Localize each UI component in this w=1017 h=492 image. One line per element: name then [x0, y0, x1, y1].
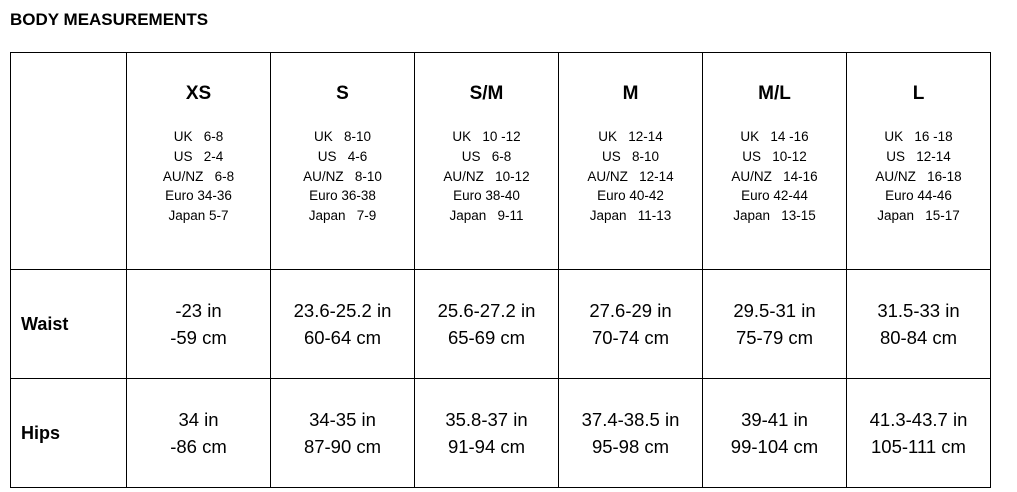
cm-value: 95-98 cm: [591, 436, 670, 457]
inches-value: 31.5-33 in: [877, 300, 960, 321]
size-conversion: Euro 42-44: [741, 188, 808, 204]
inches-value: 23.6-25.2 in: [293, 300, 392, 321]
measurement-cell: 29.5-31 in 75-79 cm: [702, 269, 847, 379]
measurement-cell: 25.6-27.2 in 65-69 cm: [414, 269, 559, 379]
cm-value: 75-79 cm: [735, 327, 814, 348]
measurement-cell: 41.3-43.7 in 105-111 cm: [846, 378, 991, 488]
measurement-row: Waist -23 in -59 cm 23.6-25.2 in 60-64 cm 25.…: [10, 269, 991, 379]
size-conversion: Japan 7-9: [308, 208, 377, 224]
measurement-cell: 31.5-33 in 80-84 cm: [846, 269, 991, 379]
size-header-cell: S UK 8-10 US 4-6 AU/NZ 8-10 Euro 36-38 Japan …: [270, 52, 415, 270]
size-label: M/L: [758, 83, 791, 104]
size-conversion: AU/NZ 16-18: [875, 168, 962, 184]
size-header-cell: L UK 16 -18 US 12-14 AU/NZ 16-18 Euro 44-46 J…: [846, 52, 991, 270]
inches-value: 27.6-29 in: [589, 300, 672, 321]
size-conversion: Euro 38-40: [453, 188, 520, 204]
row-label: Hips: [10, 378, 127, 488]
inches-value: 39-41 in: [741, 409, 808, 430]
size-conversion: US 8-10: [601, 148, 660, 164]
cm-value: 105-111 cm: [871, 436, 966, 457]
cm-value: 60-64 cm: [303, 327, 382, 348]
size-conversion: US 2-4: [173, 148, 224, 164]
measurement-cell: 35.8-37 in 91-94 cm: [414, 378, 559, 488]
inches-value: 35.8-37 in: [445, 409, 528, 430]
measurement-cell: 39-41 in 99-104 cm: [702, 378, 847, 488]
size-conversion: Euro 40-42: [597, 188, 664, 204]
size-conversion: Euro 44-46: [885, 188, 952, 204]
size-conversion: US 6-8: [461, 148, 512, 164]
size-conversion: Japan 9-11: [449, 208, 524, 224]
measurement-cell: 23.6-25.2 in 60-64 cm: [270, 269, 415, 379]
size-conversion: AU/NZ 6-8: [162, 168, 235, 184]
inches-value: 34 in: [178, 409, 219, 430]
size-label: S: [336, 83, 349, 104]
size-chart-table: XS UK 6-8 US 2-4 AU/NZ 6-8 Euro 34-36 Japan 5…: [10, 52, 991, 488]
inches-value: 29.5-31 in: [733, 300, 816, 321]
cm-value: -86 cm: [170, 436, 227, 457]
size-conversion: UK 6-8: [173, 129, 224, 144]
size-conversion: US 10-12: [742, 148, 807, 164]
inches-value: 34-35 in: [309, 409, 376, 430]
size-conversion: Japan 15-17: [877, 208, 960, 224]
size-conversion: UK 8-10: [313, 129, 372, 144]
size-conversion: Japan 5-7: [168, 208, 229, 224]
inches-value: 37.4-38.5 in: [581, 409, 680, 430]
size-conversion: AU/NZ 12-14: [587, 168, 674, 184]
cm-value: 65-69 cm: [447, 327, 526, 348]
size-conversion: Euro 36-38: [309, 188, 376, 204]
size-conversion: AU/NZ 14-16: [731, 168, 818, 184]
size-label: L: [912, 83, 925, 104]
size-label: XS: [185, 83, 212, 104]
size-header-cell: XS UK 6-8 US 2-4 AU/NZ 6-8 Euro 34-36 Japan 5…: [126, 52, 271, 270]
page-title: BODY MEASUREMENTS: [10, 10, 209, 29]
measurement-cell: 34-35 in 87-90 cm: [270, 378, 415, 488]
size-conversion: Euro 34-36: [165, 188, 232, 204]
cm-value: 91-94 cm: [447, 436, 526, 457]
cm-value: 80-84 cm: [879, 327, 958, 348]
size-conversion: US 12-14: [886, 148, 951, 164]
inches-value: 41.3-43.7 in: [869, 409, 968, 430]
cm-value: 87-90 cm: [303, 436, 382, 457]
cm-value: 99-104 cm: [730, 436, 819, 457]
measurement-row: Hips 34 in -86 cm 34-35 in 87-90 cm 35.8-37 i…: [10, 378, 991, 488]
empty-corner-cell: [10, 52, 127, 270]
size-conversion: UK 16 -18: [884, 129, 953, 144]
measurement-cell: 34 in -86 cm: [126, 378, 271, 488]
size-header-cell: M UK 12-14 US 8-10 AU/NZ 12-14 Euro 40-42 Jap…: [558, 52, 703, 270]
size-label: M: [622, 83, 639, 104]
size-conversion: AU/NZ 10-12: [443, 168, 530, 184]
row-label: Waist: [10, 269, 127, 379]
size-conversion: UK 14 -16: [740, 129, 809, 144]
size-header-cell: S/M UK 10 -12 US 6-8 AU/NZ 10-12 Euro 38-40 J…: [414, 52, 559, 270]
size-label: S/M: [469, 83, 504, 104]
header-row: XS UK 6-8 US 2-4 AU/NZ 6-8 Euro 34-36 Japan 5…: [10, 52, 991, 270]
inches-value: -23 in: [175, 300, 222, 321]
size-conversion: UK 12-14: [598, 129, 663, 144]
measurement-cell: 37.4-38.5 in 95-98 cm: [558, 378, 703, 488]
size-conversion: UK 10 -12: [452, 129, 521, 144]
cm-value: -59 cm: [170, 327, 227, 348]
size-conversion: Japan 13-15: [733, 208, 816, 224]
inches-value: 25.6-27.2 in: [437, 300, 536, 321]
size-conversion: Japan 11-13: [589, 208, 672, 224]
size-header-cell: M/L UK 14 -16 US 10-12 AU/NZ 14-16 Euro 42-4…: [702, 52, 847, 270]
measurement-cell: 27.6-29 in 70-74 cm: [558, 269, 703, 379]
measurement-cell: -23 in -59 cm: [126, 269, 271, 379]
cm-value: 70-74 cm: [591, 327, 670, 348]
size-conversion: AU/NZ 8-10: [303, 168, 382, 184]
size-conversion: US 4-6: [317, 148, 368, 164]
